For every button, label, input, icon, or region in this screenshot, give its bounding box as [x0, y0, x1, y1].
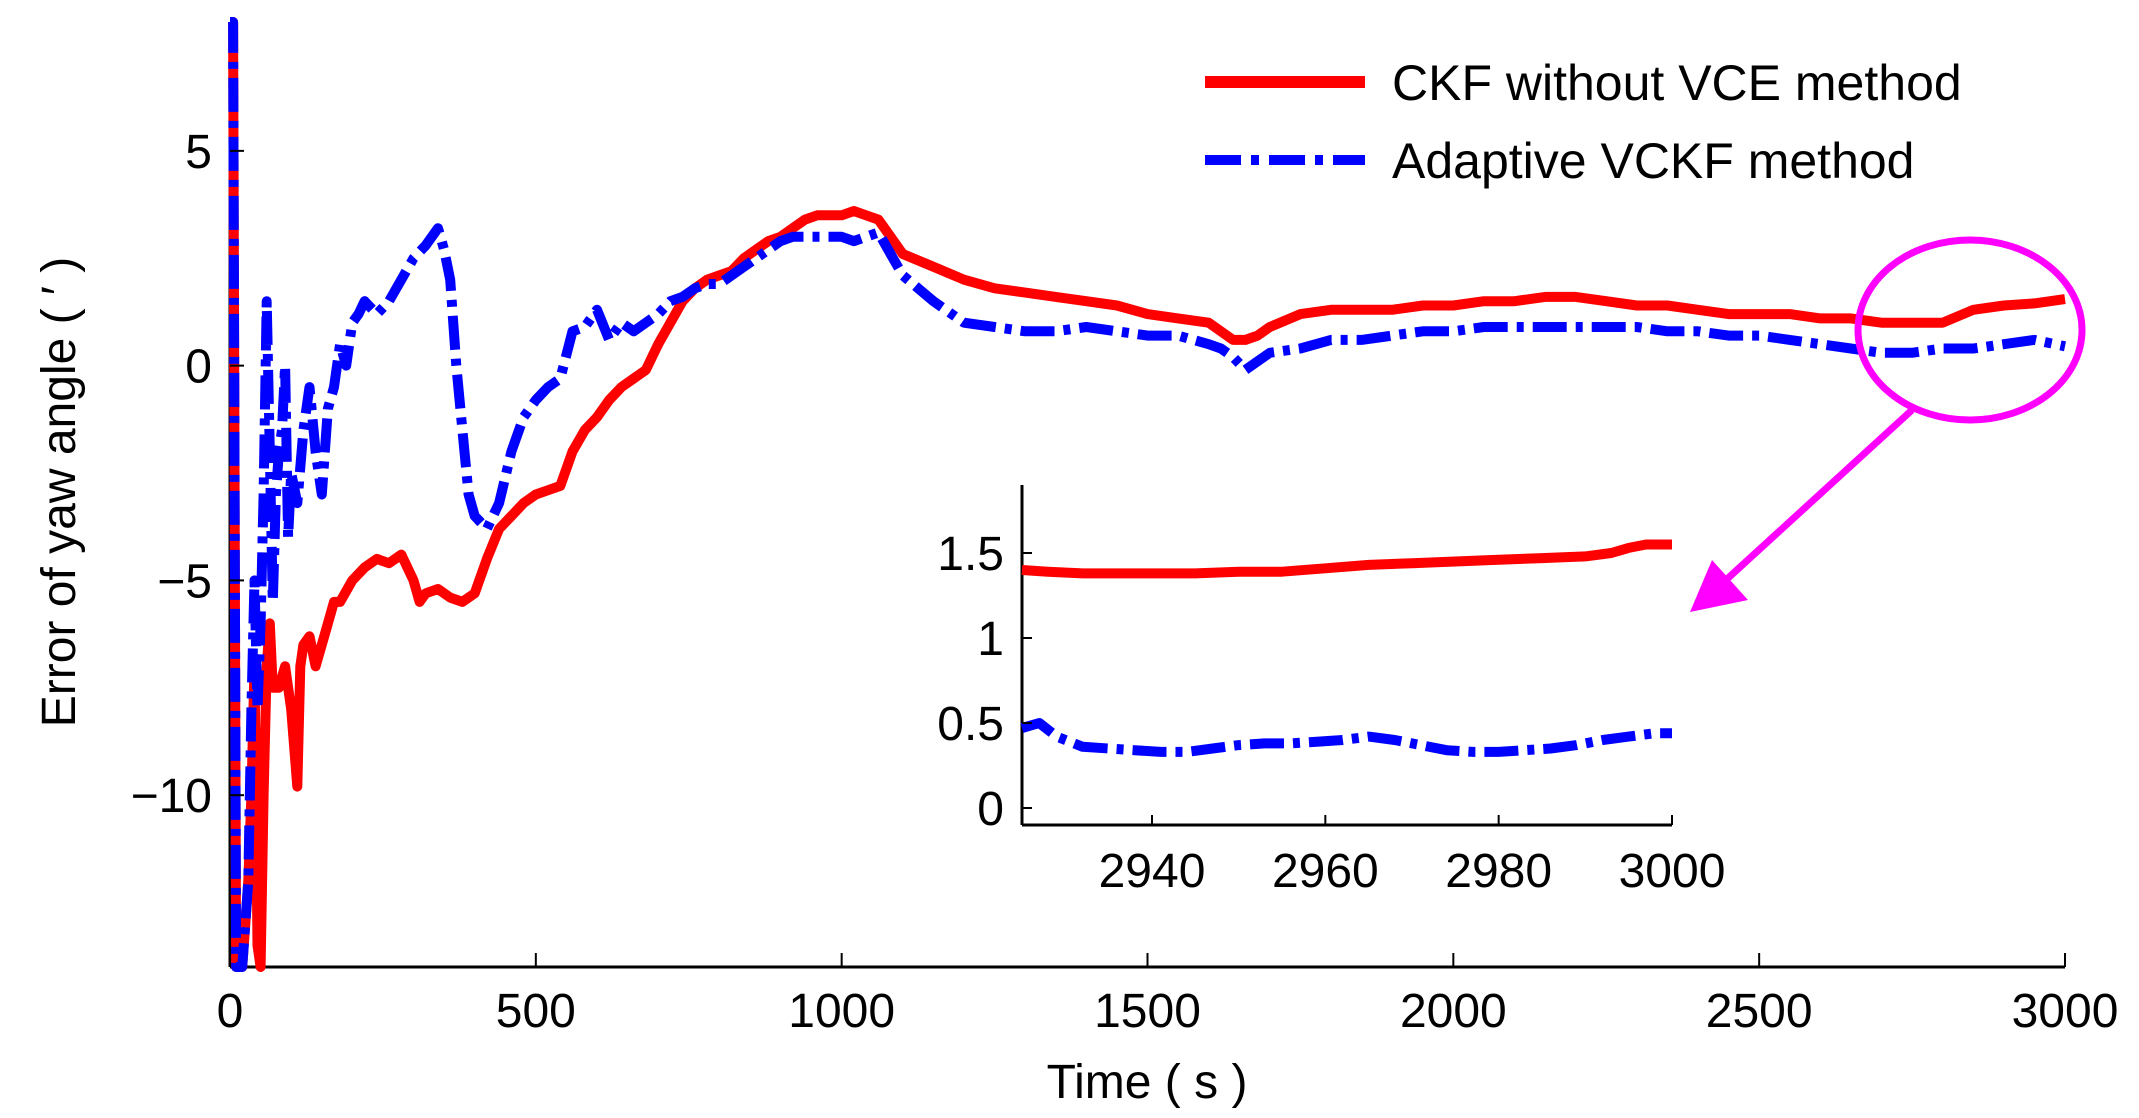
main-x-tick-label: 0: [217, 985, 244, 1038]
inset-series-group: [1020, 539, 1672, 757]
zoom-callout: [1690, 236, 2086, 612]
inset-x-tick-label: 2940: [1099, 845, 1206, 898]
main-plot: 0 500 1000 1500 2000 2500 3000 −10 −5 0 5 Time ( …: [33, 17, 2119, 1109]
legend-label-ckf: CKF without VCE method: [1392, 55, 1962, 111]
main-x-ticks: 0 500 1000 1500 2000 2500 3000: [217, 953, 2119, 1038]
inset-series-line-vckf: [1020, 718, 1672, 757]
main-x-tick-label: 3000: [2012, 985, 2119, 1038]
main-series-group: [228, 17, 2067, 972]
legend-label-vckf: Adaptive VCKF method: [1392, 133, 1915, 189]
inset-y-tick-label: 0: [977, 783, 1004, 836]
main-y-tick-label: 5: [185, 126, 212, 179]
inset-y-tick-label: 0.5: [937, 698, 1004, 751]
highlight-ellipse: [1854, 236, 2086, 424]
y-axis-title: Error of yaw angle ( ′ ): [33, 257, 86, 727]
callout-arrow-head: [1690, 560, 1748, 612]
main-series-line-vckf: [228, 17, 2067, 972]
main-x-tick-label: 2500: [1706, 985, 1813, 1038]
main-x-tick-label: 1500: [1094, 985, 1201, 1038]
main-y-tick-label: −5: [157, 555, 212, 608]
main-x-tick-label: 2000: [1400, 985, 1507, 1038]
main-y-tick-label: 0: [185, 341, 212, 394]
inset-y-tick-label: 1: [977, 613, 1004, 666]
legend: CKF without VCE method Adaptive VCKF met…: [1205, 55, 1962, 189]
x-axis-title: Time ( s ): [1047, 1056, 1248, 1109]
inset-x-tick-label: 2980: [1445, 845, 1552, 898]
main-y-tick-label: −10: [131, 770, 212, 823]
callout-arrow-shaft: [1712, 407, 1915, 593]
main-y-ticks: −10 −5 0 5: [131, 126, 244, 823]
inset-plot: 2940 2960 2980 3000 0 0.5 1 1.5: [937, 485, 1725, 898]
inset-x-ticks: 2940 2960 2980 3000: [1099, 815, 1726, 898]
inset-x-tick-label: 3000: [1619, 845, 1726, 898]
inset-y-tick-label: 1.5: [937, 528, 1004, 581]
inset-y-ticks: 0 0.5 1 1.5: [937, 528, 1032, 836]
main-series-line-ckf: [228, 17, 2066, 972]
main-x-tick-label: 1000: [788, 985, 895, 1038]
main-x-tick-label: 500: [496, 985, 576, 1038]
inset-series-line-ckf: [1021, 539, 1672, 579]
inset-x-tick-label: 2960: [1272, 845, 1379, 898]
